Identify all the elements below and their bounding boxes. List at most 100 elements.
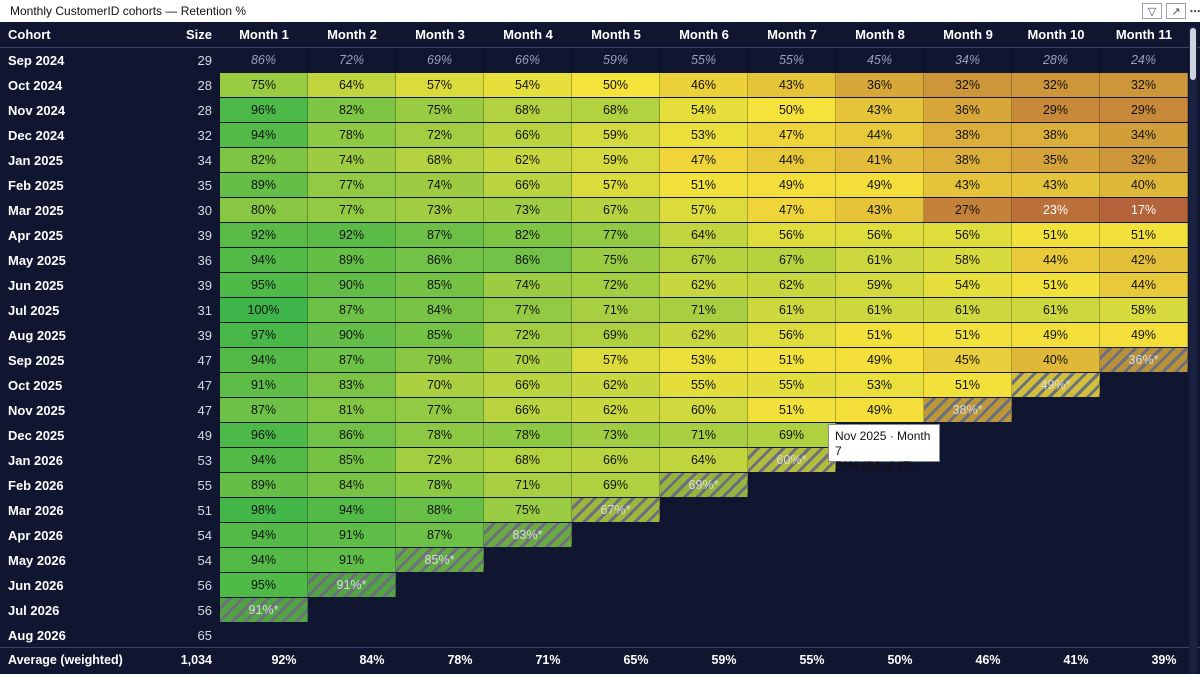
- heatmap-cell-mar-2025-month-6[interactable]: 57%: [660, 198, 748, 222]
- header-month-5[interactable]: Month 5: [591, 27, 641, 42]
- heatmap-cell-oct-2024-month-11[interactable]: 32%: [1100, 73, 1188, 97]
- heatmap-cell-apr-2025-month-10[interactable]: 51%: [1012, 223, 1100, 247]
- heatmap-cell-nov-2025-month-9[interactable]: 38%*: [924, 398, 1012, 422]
- heatmap-cell-jan-2025-month-4[interactable]: 62%: [484, 148, 572, 172]
- heatmap-cell-dec-2024-month-9[interactable]: 38%: [924, 123, 1012, 147]
- heatmap-cell-apr-2025-month-9[interactable]: 56%: [924, 223, 1012, 247]
- heatmap-cell-may-2025-month-3[interactable]: 86%: [396, 248, 484, 272]
- heatmap-cell-nov-2025-month-2[interactable]: 81%: [308, 398, 396, 422]
- heatmap-cell-may-2025-month-1[interactable]: 94%: [220, 248, 308, 272]
- heatmap-cell-sep-2025-month-11[interactable]: 36%*: [1100, 348, 1188, 372]
- heatmap-cell-jan-2026-month-5[interactable]: 66%: [572, 448, 660, 472]
- heatmap-cell-nov-2024-month-5[interactable]: 68%: [572, 98, 660, 122]
- heatmap-cell-sep-2024-month-4[interactable]: 66%: [484, 48, 572, 72]
- heatmap-cell-oct-2024-month-9[interactable]: 32%: [924, 73, 1012, 97]
- heatmap-cell-mar-2026-month-1[interactable]: 98%: [220, 498, 308, 522]
- heatmap-cell-jul-2025-month-1[interactable]: 100%: [220, 298, 308, 322]
- heatmap-cell-jul-2025-month-3[interactable]: 84%: [396, 298, 484, 322]
- heatmap-cell-jun-2025-month-5[interactable]: 72%: [572, 273, 660, 297]
- heatmap-cell-sep-2024-month-3[interactable]: 69%: [396, 48, 484, 72]
- heatmap-cell-nov-2024-month-7[interactable]: 50%: [748, 98, 836, 122]
- heatmap-cell-mar-2026-month-2[interactable]: 94%: [308, 498, 396, 522]
- heatmap-cell-jun-2025-month-2[interactable]: 90%: [308, 273, 396, 297]
- heatmap-cell-feb-2025-month-5[interactable]: 57%: [572, 173, 660, 197]
- heatmap-cell-oct-2024-month-2[interactable]: 64%: [308, 73, 396, 97]
- heatmap-cell-feb-2025-month-3[interactable]: 74%: [396, 173, 484, 197]
- heatmap-cell-oct-2024-month-3[interactable]: 57%: [396, 73, 484, 97]
- more-options-icon[interactable]: ⋯: [1190, 3, 1200, 19]
- header-month-10[interactable]: Month 10: [1027, 27, 1085, 42]
- heatmap-cell-jan-2026-month-1[interactable]: 94%: [220, 448, 308, 472]
- heatmap-cell-feb-2026-month-2[interactable]: 84%: [308, 473, 396, 497]
- heatmap-cell-aug-2025-month-3[interactable]: 85%: [396, 323, 484, 347]
- heatmap-cell-feb-2025-month-6[interactable]: 51%: [660, 173, 748, 197]
- heatmap-cell-sep-2025-month-1[interactable]: 94%: [220, 348, 308, 372]
- heatmap-cell-sep-2025-month-10[interactable]: 40%: [1012, 348, 1100, 372]
- heatmap-cell-dec-2024-month-7[interactable]: 47%: [748, 123, 836, 147]
- header-month-7[interactable]: Month 7: [767, 27, 817, 42]
- heatmap-cell-dec-2025-month-6[interactable]: 71%: [660, 423, 748, 447]
- heatmap-cell-aug-2025-month-10[interactable]: 49%: [1012, 323, 1100, 347]
- heatmap-cell-jan-2025-month-5[interactable]: 59%: [572, 148, 660, 172]
- heatmap-cell-nov-2025-month-1[interactable]: 87%: [220, 398, 308, 422]
- heatmap-cell-jan-2026-month-7[interactable]: 60%*: [748, 448, 836, 472]
- heatmap-cell-oct-2024-month-7[interactable]: 43%: [748, 73, 836, 97]
- heatmap-cell-mar-2025-month-4[interactable]: 73%: [484, 198, 572, 222]
- heatmap-cell-sep-2025-month-4[interactable]: 70%: [484, 348, 572, 372]
- heatmap-cell-nov-2024-month-9[interactable]: 36%: [924, 98, 1012, 122]
- heatmap-cell-oct-2025-month-3[interactable]: 70%: [396, 373, 484, 397]
- heatmap-cell-dec-2024-month-8[interactable]: 44%: [836, 123, 924, 147]
- heatmap-cell-aug-2025-month-4[interactable]: 72%: [484, 323, 572, 347]
- heatmap-cell-apr-2026-month-2[interactable]: 91%: [308, 523, 396, 547]
- heatmap-cell-mar-2025-month-3[interactable]: 73%: [396, 198, 484, 222]
- heatmap-cell-nov-2024-month-8[interactable]: 43%: [836, 98, 924, 122]
- heatmap-cell-jan-2025-month-8[interactable]: 41%: [836, 148, 924, 172]
- heatmap-cell-sep-2024-month-7[interactable]: 55%: [748, 48, 836, 72]
- heatmap-cell-oct-2025-month-4[interactable]: 66%: [484, 373, 572, 397]
- heatmap-cell-feb-2025-month-11[interactable]: 40%: [1100, 173, 1188, 197]
- heatmap-cell-jan-2026-month-2[interactable]: 85%: [308, 448, 396, 472]
- heatmap-cell-nov-2024-month-4[interactable]: 68%: [484, 98, 572, 122]
- heatmap-cell-nov-2024-month-2[interactable]: 82%: [308, 98, 396, 122]
- heatmap-cell-dec-2024-month-3[interactable]: 72%: [396, 123, 484, 147]
- header-month-11[interactable]: Month 11: [1115, 27, 1173, 42]
- heatmap-cell-jan-2025-month-11[interactable]: 32%: [1100, 148, 1188, 172]
- heatmap-cell-jan-2026-month-6[interactable]: 64%: [660, 448, 748, 472]
- heatmap-cell-jul-2025-month-9[interactable]: 61%: [924, 298, 1012, 322]
- heatmap-cell-dec-2024-month-2[interactable]: 78%: [308, 123, 396, 147]
- heatmap-cell-jul-2025-month-11[interactable]: 58%: [1100, 298, 1188, 322]
- heatmap-cell-nov-2024-month-11[interactable]: 29%: [1100, 98, 1188, 122]
- heatmap-cell-mar-2025-month-2[interactable]: 77%: [308, 198, 396, 222]
- heatmap-cell-aug-2025-month-6[interactable]: 62%: [660, 323, 748, 347]
- heatmap-cell-oct-2025-month-8[interactable]: 53%: [836, 373, 924, 397]
- heatmap-cell-dec-2024-month-10[interactable]: 38%: [1012, 123, 1100, 147]
- heatmap-cell-may-2025-month-6[interactable]: 67%: [660, 248, 748, 272]
- heatmap-cell-jul-2025-month-7[interactable]: 61%: [748, 298, 836, 322]
- heatmap-cell-sep-2025-month-8[interactable]: 49%: [836, 348, 924, 372]
- header-month-3[interactable]: Month 3: [415, 27, 465, 42]
- heatmap-cell-oct-2025-month-7[interactable]: 55%: [748, 373, 836, 397]
- heatmap-cell-apr-2025-month-11[interactable]: 51%: [1100, 223, 1188, 247]
- heatmap-cell-jul-2025-month-10[interactable]: 61%: [1012, 298, 1100, 322]
- heatmap-cell-apr-2025-month-4[interactable]: 82%: [484, 223, 572, 247]
- heatmap-cell-dec-2025-month-4[interactable]: 78%: [484, 423, 572, 447]
- heatmap-cell-jul-2025-month-6[interactable]: 71%: [660, 298, 748, 322]
- heatmap-cell-aug-2025-month-9[interactable]: 51%: [924, 323, 1012, 347]
- heatmap-cell-sep-2024-month-11[interactable]: 24%: [1100, 48, 1188, 72]
- header-month-8[interactable]: Month 8: [855, 27, 905, 42]
- heatmap-cell-apr-2026-month-3[interactable]: 87%: [396, 523, 484, 547]
- heatmap-cell-aug-2025-month-5[interactable]: 69%: [572, 323, 660, 347]
- heatmap-cell-jul-2025-month-5[interactable]: 71%: [572, 298, 660, 322]
- heatmap-cell-may-2025-month-11[interactable]: 42%: [1100, 248, 1188, 272]
- heatmap-cell-sep-2025-month-7[interactable]: 51%: [748, 348, 836, 372]
- heatmap-cell-dec-2024-month-6[interactable]: 53%: [660, 123, 748, 147]
- heatmap-cell-nov-2025-month-5[interactable]: 62%: [572, 398, 660, 422]
- scrollbar-thumb[interactable]: [1190, 28, 1196, 80]
- heatmap-cell-dec-2025-month-1[interactable]: 96%: [220, 423, 308, 447]
- heatmap-cell-mar-2025-month-1[interactable]: 80%: [220, 198, 308, 222]
- heatmap-cell-feb-2025-month-4[interactable]: 66%: [484, 173, 572, 197]
- heatmap-cell-dec-2024-month-4[interactable]: 66%: [484, 123, 572, 147]
- header-month-9[interactable]: Month 9: [943, 27, 993, 42]
- heatmap-cell-oct-2025-month-5[interactable]: 62%: [572, 373, 660, 397]
- heatmap-cell-may-2025-month-2[interactable]: 89%: [308, 248, 396, 272]
